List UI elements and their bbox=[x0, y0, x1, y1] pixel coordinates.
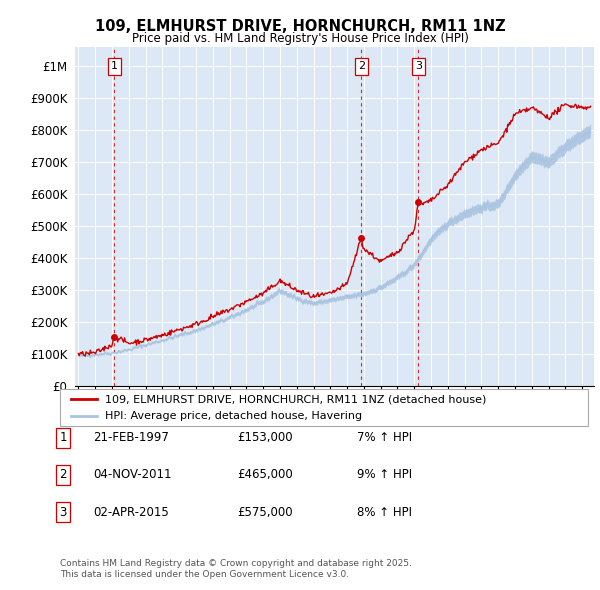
Text: 109, ELMHURST DRIVE, HORNCHURCH, RM11 1NZ (detached house): 109, ELMHURST DRIVE, HORNCHURCH, RM11 1N… bbox=[105, 394, 486, 404]
Text: Contains HM Land Registry data © Crown copyright and database right 2025.
This d: Contains HM Land Registry data © Crown c… bbox=[60, 559, 412, 579]
Text: 21-FEB-1997: 21-FEB-1997 bbox=[93, 431, 169, 444]
Text: 2: 2 bbox=[59, 468, 67, 481]
Text: £575,000: £575,000 bbox=[237, 506, 293, 519]
Text: 04-NOV-2011: 04-NOV-2011 bbox=[93, 468, 172, 481]
Text: 02-APR-2015: 02-APR-2015 bbox=[93, 506, 169, 519]
Text: 9% ↑ HPI: 9% ↑ HPI bbox=[357, 468, 412, 481]
Text: 8% ↑ HPI: 8% ↑ HPI bbox=[357, 506, 412, 519]
Text: Price paid vs. HM Land Registry's House Price Index (HPI): Price paid vs. HM Land Registry's House … bbox=[131, 32, 469, 45]
Text: 1: 1 bbox=[110, 61, 118, 71]
Text: 2: 2 bbox=[358, 61, 365, 71]
Text: 7% ↑ HPI: 7% ↑ HPI bbox=[357, 431, 412, 444]
Text: £465,000: £465,000 bbox=[237, 468, 293, 481]
Text: 1: 1 bbox=[59, 431, 67, 444]
Text: HPI: Average price, detached house, Havering: HPI: Average price, detached house, Have… bbox=[105, 411, 362, 421]
Text: 3: 3 bbox=[415, 61, 422, 71]
Text: 3: 3 bbox=[59, 506, 67, 519]
Text: £153,000: £153,000 bbox=[237, 431, 293, 444]
Text: 109, ELMHURST DRIVE, HORNCHURCH, RM11 1NZ: 109, ELMHURST DRIVE, HORNCHURCH, RM11 1N… bbox=[95, 19, 505, 34]
